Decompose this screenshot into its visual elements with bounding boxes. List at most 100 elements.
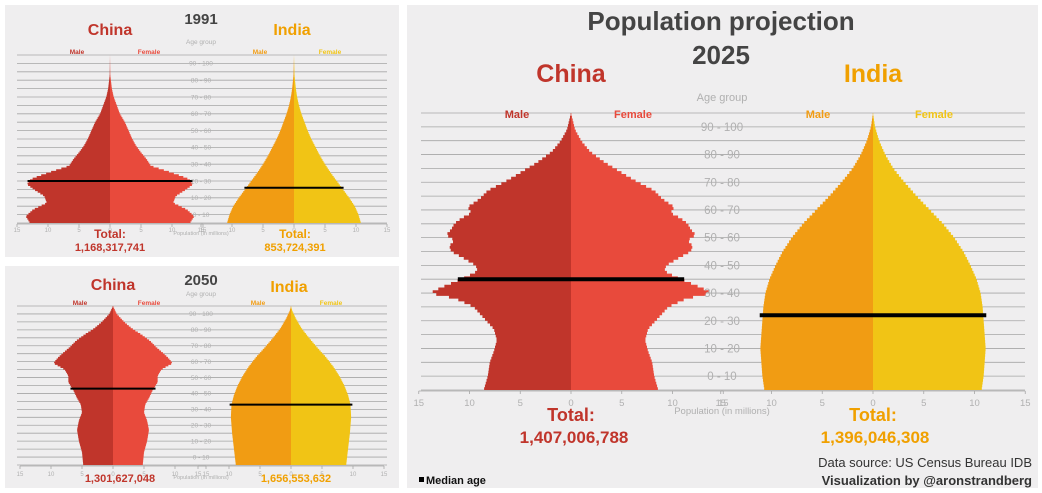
x-tick-label: 15 bbox=[14, 228, 21, 234]
china-male-bars bbox=[54, 306, 113, 465]
pyramid-panel-2050: China 2050 India Age group Male Female M… bbox=[5, 266, 399, 488]
data-source-credit: Data source: US Census Bureau IDB bbox=[818, 455, 1032, 470]
x-tick-label: 5 bbox=[142, 472, 146, 478]
median-legend-swatch bbox=[419, 477, 424, 482]
country-label-india: India bbox=[844, 60, 903, 88]
age-label: 50 - 60 bbox=[191, 128, 212, 135]
x-tick-label: 10 bbox=[353, 228, 360, 234]
x-axis-title: Population (in millions) bbox=[173, 231, 228, 237]
total-value-india: 1,396,046,308 bbox=[821, 428, 930, 447]
x-tick-label: 15 bbox=[198, 228, 205, 234]
age-axis-title: Age group bbox=[186, 39, 216, 46]
x-tick-label: 5 bbox=[77, 228, 81, 234]
x-tick-label: 0 bbox=[568, 398, 573, 409]
total-label-china: Total: bbox=[94, 227, 126, 241]
female-label-india: Female bbox=[320, 300, 343, 307]
x-tick-label: 10 bbox=[45, 228, 52, 234]
female-label-india: Female bbox=[915, 109, 953, 121]
x-axis-title: Population (in millions) bbox=[173, 475, 228, 481]
x-tick-label: 5 bbox=[320, 472, 324, 478]
year-label: 2025 bbox=[692, 40, 750, 70]
total-value-china: 1,168,317,741 bbox=[75, 242, 145, 254]
x-tick-label: 0 bbox=[111, 472, 115, 478]
x-tick-label: 5 bbox=[921, 398, 926, 409]
age-axis-title: Age group bbox=[186, 291, 216, 298]
x-tick-label: 10 bbox=[969, 398, 980, 409]
age-label: 0 - 10 bbox=[707, 371, 736, 383]
x-tick-label: 10 bbox=[766, 398, 777, 409]
pyramid-panel-2025: Population projection 2025 China India A… bbox=[407, 5, 1038, 488]
x-tick-label: 5 bbox=[619, 398, 624, 409]
age-label: 0 - 10 bbox=[193, 212, 210, 219]
male-label-china: Male bbox=[70, 49, 85, 56]
age-label: 90 - 100 bbox=[701, 122, 743, 134]
x-tick-label: 15 bbox=[1020, 398, 1031, 409]
china-female-bars bbox=[113, 306, 172, 465]
age-label: 90 - 100 bbox=[189, 311, 213, 318]
x-tick-label: 5 bbox=[820, 398, 825, 409]
x-tick-label: 10 bbox=[169, 228, 176, 234]
age-label: 10 - 20 bbox=[704, 343, 740, 355]
total-label-india: Total: bbox=[279, 227, 311, 241]
india-female-bars bbox=[873, 113, 986, 390]
age-label: 10 - 20 bbox=[191, 195, 212, 202]
total-value-china: 1,407,006,788 bbox=[520, 428, 629, 447]
total-value-china: 1,301,627,048 bbox=[85, 473, 155, 485]
female-label-india: Female bbox=[319, 49, 342, 56]
male-label-india: Male bbox=[251, 300, 266, 307]
age-label: 20 - 30 bbox=[191, 178, 212, 185]
age-label: 60 - 70 bbox=[191, 359, 212, 366]
china-female-bars bbox=[571, 113, 710, 390]
male-label-india: Male bbox=[806, 109, 830, 121]
age-label: 80 - 90 bbox=[191, 327, 212, 334]
age-label: 80 - 90 bbox=[191, 77, 212, 84]
india-male-bars bbox=[227, 55, 294, 223]
age-label: 30 - 40 bbox=[704, 288, 740, 300]
pyramid-chart-2050: China 2050 India Age group Male Female M… bbox=[17, 272, 388, 485]
age-label: 40 - 50 bbox=[704, 260, 740, 272]
total-label-china: Total: bbox=[547, 405, 595, 425]
india-male-bars bbox=[760, 113, 873, 390]
country-label-china: China bbox=[91, 277, 136, 294]
x-tick-label: 0 bbox=[289, 472, 293, 478]
pyramid-panel-1991: China 1991 India Age group Male Female M… bbox=[5, 5, 399, 257]
age-label: 20 - 30 bbox=[704, 316, 740, 328]
x-tick-label: 5 bbox=[80, 472, 84, 478]
x-tick-label: 15 bbox=[381, 472, 388, 478]
x-tick-label: 10 bbox=[350, 472, 357, 478]
male-label-china: Male bbox=[73, 300, 88, 307]
x-tick-label: 0 bbox=[108, 228, 112, 234]
x-tick-label: 10 bbox=[667, 398, 678, 409]
age-label: 40 - 50 bbox=[191, 145, 212, 152]
age-label: 40 - 50 bbox=[191, 391, 212, 398]
x-tick-label: 15 bbox=[384, 228, 391, 234]
x-tick-label: 15 bbox=[195, 472, 202, 478]
india-male-bars bbox=[230, 306, 291, 465]
age-label: 60 - 70 bbox=[191, 111, 212, 118]
pyramid-chart-1991: China 1991 India Age group Male Female M… bbox=[14, 11, 391, 254]
x-tick-label: 15 bbox=[413, 398, 424, 409]
age-label: 20 - 30 bbox=[191, 423, 212, 430]
age-label: 50 - 60 bbox=[704, 233, 740, 245]
x-tick-label: 5 bbox=[139, 228, 143, 234]
male-label-china: Male bbox=[505, 109, 529, 121]
china-male-bars bbox=[432, 113, 571, 390]
median-legend-label: Median age bbox=[426, 475, 486, 487]
chart-title: Population projection bbox=[587, 6, 854, 36]
age-label: 70 - 80 bbox=[191, 94, 212, 101]
age-axis-title: Age group bbox=[697, 92, 748, 104]
age-label: 0 - 10 bbox=[193, 454, 210, 461]
x-tick-label: 10 bbox=[226, 472, 233, 478]
x-axis-title: Population (in millions) bbox=[674, 406, 770, 417]
x-tick-label: 10 bbox=[464, 398, 475, 409]
x-tick-label: 10 bbox=[172, 472, 179, 478]
x-tick-label: 15 bbox=[200, 228, 207, 234]
age-label: 30 - 40 bbox=[191, 161, 212, 168]
x-tick-label: 5 bbox=[261, 228, 265, 234]
year-label: 1991 bbox=[184, 11, 217, 28]
x-tick-label: 15 bbox=[715, 398, 726, 409]
age-label: 70 - 80 bbox=[704, 177, 740, 189]
age-label: 90 - 100 bbox=[189, 61, 213, 68]
x-tick-label: 15 bbox=[17, 472, 24, 478]
country-label-china: China bbox=[88, 22, 133, 39]
